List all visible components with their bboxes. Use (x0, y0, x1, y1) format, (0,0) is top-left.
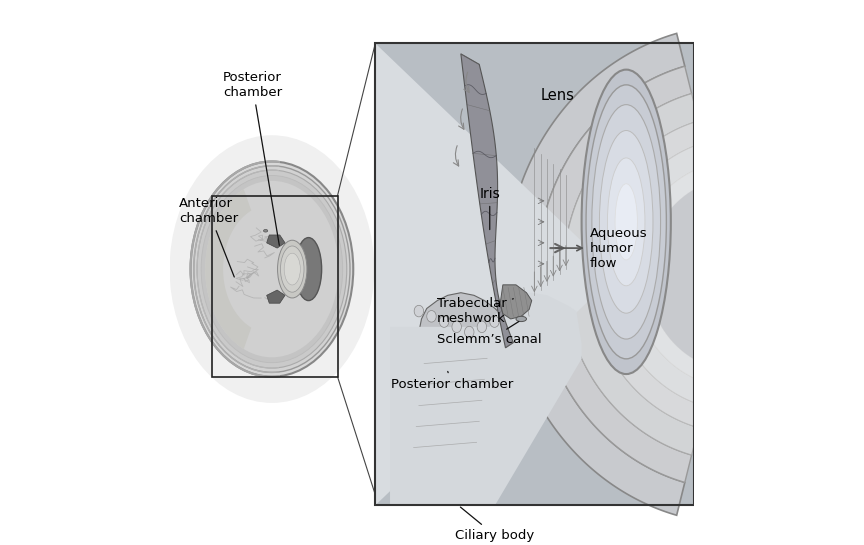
Ellipse shape (264, 229, 268, 232)
Ellipse shape (191, 161, 353, 377)
Text: Anterior
chamber: Anterior chamber (179, 197, 238, 277)
Ellipse shape (592, 105, 661, 339)
Ellipse shape (169, 135, 374, 403)
Polygon shape (611, 143, 709, 405)
Ellipse shape (427, 311, 436, 322)
Polygon shape (500, 285, 531, 319)
Polygon shape (267, 290, 285, 303)
Ellipse shape (295, 238, 321, 301)
Polygon shape (563, 94, 698, 455)
Ellipse shape (205, 181, 339, 358)
Ellipse shape (586, 85, 666, 359)
Ellipse shape (197, 170, 346, 368)
Ellipse shape (607, 158, 645, 286)
Ellipse shape (477, 321, 486, 332)
Polygon shape (390, 293, 581, 505)
Text: Posterior
chamber: Posterior chamber (223, 71, 282, 245)
Ellipse shape (284, 253, 301, 285)
Ellipse shape (581, 70, 670, 374)
Ellipse shape (516, 316, 526, 322)
Polygon shape (589, 121, 704, 428)
Ellipse shape (490, 316, 499, 328)
Polygon shape (205, 189, 251, 349)
Bar (212, 196, 338, 377)
Ellipse shape (440, 316, 448, 328)
Text: Trabecular
meshwork: Trabecular meshwork (437, 297, 513, 325)
Text: Aqueous
humor
flow: Aqueous humor flow (556, 227, 647, 270)
Polygon shape (537, 66, 691, 482)
Ellipse shape (600, 130, 653, 313)
Polygon shape (390, 293, 505, 505)
Ellipse shape (201, 175, 343, 363)
Polygon shape (632, 165, 714, 384)
Bar (375, 44, 695, 505)
Polygon shape (647, 181, 736, 367)
Polygon shape (375, 44, 714, 505)
Polygon shape (505, 33, 685, 515)
Text: Posterior chamber: Posterior chamber (391, 372, 513, 391)
Ellipse shape (194, 166, 350, 372)
Polygon shape (461, 54, 513, 348)
Text: Ciliary body: Ciliary body (455, 507, 535, 542)
Polygon shape (267, 235, 285, 248)
Bar (375, 44, 695, 505)
Ellipse shape (277, 240, 307, 298)
Ellipse shape (281, 246, 304, 292)
Ellipse shape (452, 321, 461, 332)
Text: Iris: Iris (480, 187, 500, 229)
Ellipse shape (414, 305, 423, 317)
Ellipse shape (465, 326, 474, 338)
Ellipse shape (615, 184, 638, 260)
Text: Lens: Lens (541, 88, 575, 104)
Text: Sclemm’s canal: Sclemm’s canal (437, 322, 542, 347)
